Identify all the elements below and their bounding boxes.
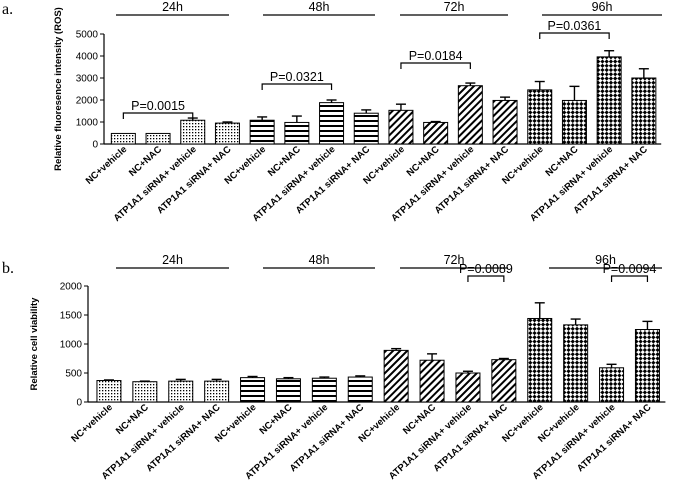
- bar: [599, 367, 625, 403]
- y-tick-label: 1500: [60, 311, 83, 322]
- bar: [347, 376, 373, 403]
- group-label: 72h: [444, 253, 465, 267]
- y-tick-label: 2000: [60, 282, 83, 293]
- y-tick-label: 3000: [76, 74, 99, 85]
- bar: [249, 119, 275, 145]
- group-label: 24h: [162, 0, 183, 14]
- pvalue-bracket: [610, 275, 649, 282]
- bar: [214, 122, 240, 145]
- bar: [423, 121, 449, 145]
- bar: [240, 377, 266, 403]
- bar: [561, 99, 587, 145]
- pvalue-label: P=0.0094: [603, 262, 657, 276]
- bar: [457, 85, 483, 145]
- panel-letter: a.: [2, 1, 13, 18]
- group-label: 48h: [309, 253, 330, 267]
- x-tick-label: NC+vehicle: [84, 144, 130, 187]
- pvalue-label: P=0.0321: [270, 70, 324, 84]
- pvalue-label: P=0.0184: [409, 49, 463, 63]
- bar: [527, 317, 553, 403]
- panel-a: a. 0 1000 2000 3000 4000 5000 Relative fluorese…: [2, 0, 662, 224]
- pvalue-label: P=0.0361: [548, 19, 602, 33]
- bar: [596, 56, 622, 145]
- bar: [492, 99, 518, 145]
- y-tick-label: 1000: [76, 118, 99, 129]
- bar: [634, 329, 660, 403]
- panel-letter: b.: [2, 260, 14, 277]
- y-tick-label: 0: [92, 140, 98, 151]
- bar: [631, 77, 657, 145]
- bar: [145, 132, 171, 145]
- bar: [563, 324, 589, 403]
- bar: [284, 121, 310, 145]
- group-label: 24h: [162, 253, 183, 267]
- bar: [419, 359, 445, 403]
- pvalue-label: P=0.0015: [131, 99, 185, 113]
- pvalue-bracket: [400, 62, 471, 69]
- y-tick-label: 5000: [76, 30, 99, 41]
- bar: [388, 109, 414, 145]
- group-label: 96h: [595, 253, 616, 267]
- bar: [204, 380, 230, 403]
- bar: [132, 381, 158, 403]
- bar: [491, 359, 517, 403]
- bar: [383, 349, 409, 403]
- y-tick-label: 2000: [76, 96, 99, 107]
- panel-b: b. 0 500 1000 1500 2000 Relative cell viabilit…: [2, 253, 666, 482]
- y-tick-label: 1000: [60, 340, 83, 351]
- pvalue-bracket: [261, 83, 333, 90]
- bar: [168, 380, 194, 403]
- bar: [311, 377, 337, 403]
- y-tick-label: 500: [65, 369, 82, 380]
- bar: [319, 102, 345, 145]
- bar: [527, 89, 553, 145]
- group-label: 96h: [592, 0, 613, 14]
- bar: [180, 119, 206, 145]
- bar: [110, 132, 136, 145]
- bar: [96, 380, 122, 403]
- pvalue-label: P=0.0089: [459, 262, 513, 276]
- y-tick-label: 0: [76, 398, 82, 409]
- pvalue-bracket: [122, 112, 194, 119]
- bar: [275, 378, 301, 403]
- group-label: 48h: [309, 0, 330, 14]
- pvalue-bracket: [539, 32, 610, 39]
- y-axis-label: Relative fluoresence intensity (ROS): [53, 7, 64, 171]
- pvalue-bracket: [467, 275, 505, 282]
- y-axis-label: Relative cell viability: [29, 297, 40, 391]
- group-label: 72h: [444, 0, 465, 14]
- bar: [353, 112, 379, 145]
- y-tick-label: 4000: [76, 52, 99, 63]
- bar: [455, 372, 481, 403]
